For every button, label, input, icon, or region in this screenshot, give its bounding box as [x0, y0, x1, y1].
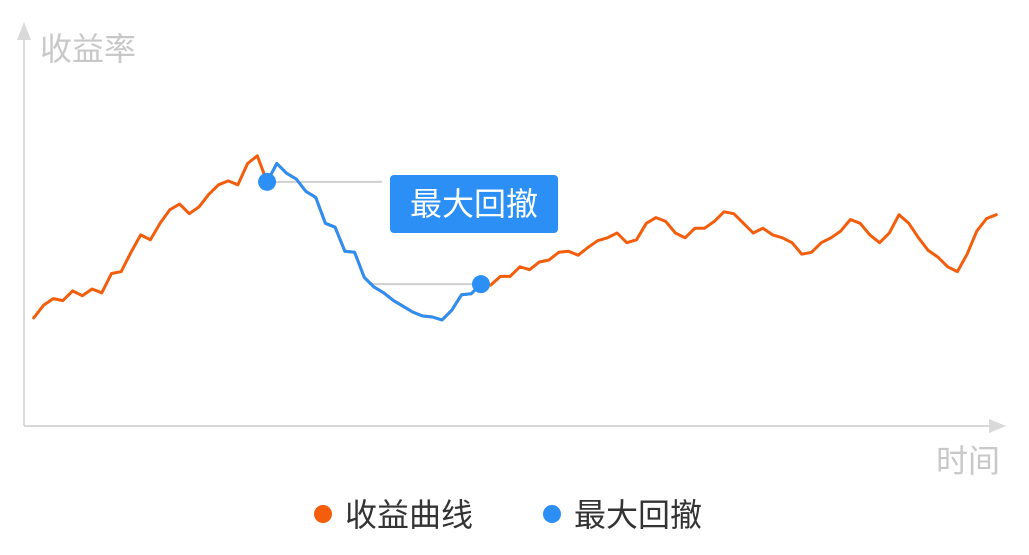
- legend-swatch-return: [314, 505, 332, 523]
- drawdown-callout-label: 最大回撤: [410, 185, 538, 223]
- drawdown-callout-box: [390, 175, 558, 233]
- y-axis-title: 收益率: [40, 30, 136, 68]
- return-curve-line: [32, 154, 998, 322]
- y-axis-arrow: [17, 22, 31, 40]
- legend-swatch-drawdown: [543, 505, 561, 523]
- drawdown-trough-point: [471, 275, 490, 294]
- legend-label-return: 收益曲线: [345, 496, 473, 534]
- legend-label-drawdown: 最大回撤: [574, 496, 702, 534]
- x-axis-title: 时间: [936, 442, 1000, 480]
- x-axis-arrow: [989, 419, 1006, 433]
- drawdown-peak-point: [258, 172, 277, 191]
- legend: 收益曲线 最大回撤: [314, 496, 702, 534]
- drawdown-line: [265, 162, 483, 322]
- drawdown-callout: 最大回撤: [390, 175, 558, 233]
